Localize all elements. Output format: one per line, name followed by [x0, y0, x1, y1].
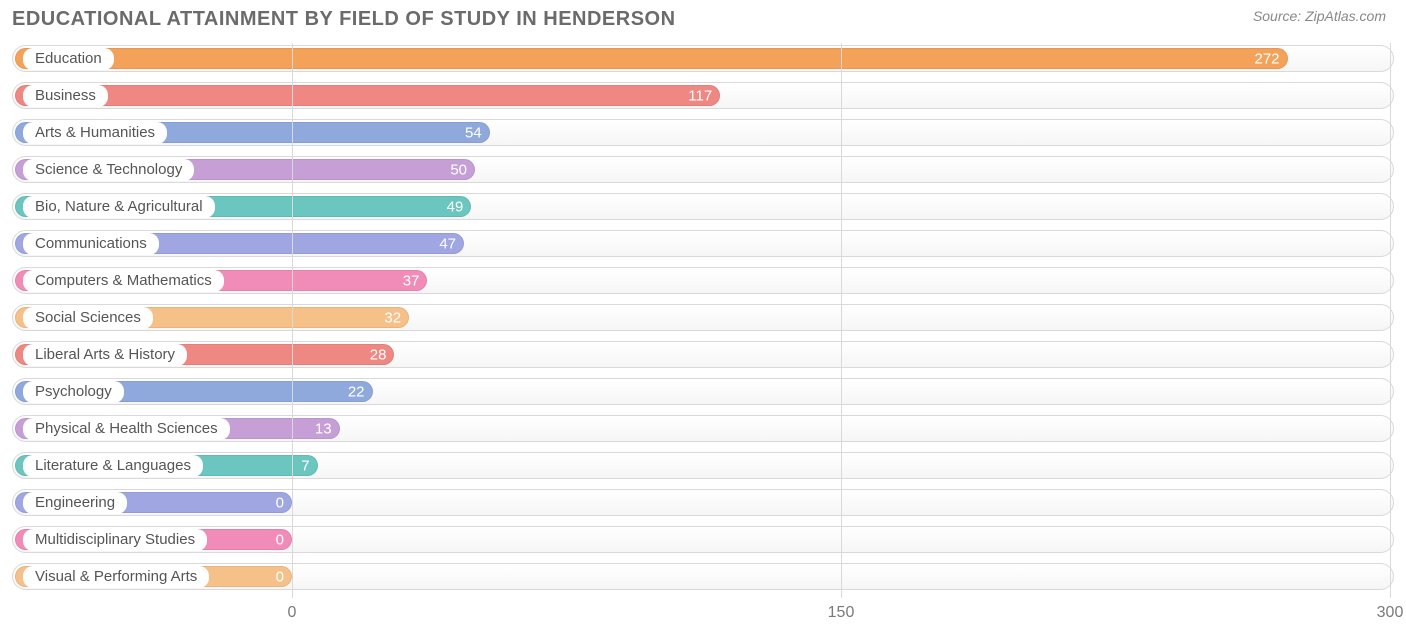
category-label: Physical & Health Sciences: [23, 418, 230, 440]
bars-container: Education 272 Business 117 Arts & Humanities…: [12, 43, 1394, 592]
bar-row: Bio, Nature & Agricultural 49: [12, 191, 1394, 222]
bar-fill: [15, 85, 720, 106]
chart-source: Source: ZipAtlas.com: [1253, 8, 1386, 24]
x-tick: 150: [828, 604, 855, 622]
bar-value: 49: [447, 198, 464, 215]
bar-row: Visual & Performing Arts 0: [12, 561, 1394, 592]
bar-row: Social Sciences 32: [12, 302, 1394, 333]
x-tick: 300: [1377, 604, 1404, 622]
category-label: Multidisciplinary Studies: [23, 529, 207, 551]
category-label: Business: [23, 85, 108, 107]
gridline: [292, 43, 293, 598]
bar-value: 22: [348, 383, 365, 400]
bar-row: Communications 47: [12, 228, 1394, 259]
chart-area: Education 272 Business 117 Arts & Humanities…: [12, 43, 1394, 598]
bar-value: 0: [276, 568, 284, 585]
gridline: [841, 43, 842, 598]
bar-value: 0: [276, 531, 284, 548]
bar-row: Literature & Languages 7: [12, 450, 1394, 481]
bar-value: 13: [315, 420, 332, 437]
category-label: Education: [23, 48, 114, 70]
bar-value: 37: [403, 272, 420, 289]
bar-row: Liberal Arts & History 28: [12, 339, 1394, 370]
category-label: Visual & Performing Arts: [23, 566, 209, 588]
gridline: [1390, 43, 1391, 598]
bar-row: Computers & Mathematics 37: [12, 265, 1394, 296]
category-label: Social Sciences: [23, 307, 153, 329]
bar-value: 47: [439, 235, 456, 252]
x-axis: 0150300: [12, 604, 1394, 632]
bar-value: 28: [370, 346, 387, 363]
category-label: Science & Technology: [23, 159, 194, 181]
chart-title: EDUCATIONAL ATTAINMENT BY FIELD OF STUDY…: [12, 8, 676, 31]
bar-row: Engineering 0: [12, 487, 1394, 518]
category-label: Computers & Mathematics: [23, 270, 224, 292]
bar-row: Science & Technology 50: [12, 154, 1394, 185]
bar-value: 54: [465, 124, 482, 141]
category-label: Bio, Nature & Agricultural: [23, 196, 215, 218]
bar-value: 32: [384, 309, 401, 326]
category-label: Engineering: [23, 492, 127, 514]
bar-row: Education 272: [12, 43, 1394, 74]
category-label: Communications: [23, 233, 159, 255]
bar-value: 7: [301, 457, 309, 474]
category-label: Arts & Humanities: [23, 122, 167, 144]
bar-row: Business 117: [12, 80, 1394, 111]
bar-value: 50: [450, 161, 467, 178]
chart-header: EDUCATIONAL ATTAINMENT BY FIELD OF STUDY…: [0, 0, 1406, 35]
category-label: Liberal Arts & History: [23, 344, 187, 366]
bar-row: Multidisciplinary Studies 0: [12, 524, 1394, 555]
category-label: Literature & Languages: [23, 455, 203, 477]
bar-fill: [15, 48, 1288, 69]
bar-row: Physical & Health Sciences 13: [12, 413, 1394, 444]
x-tick: 0: [288, 604, 297, 622]
category-label: Psychology: [23, 381, 124, 403]
bar-row: Arts & Humanities 54: [12, 117, 1394, 148]
plot-region: Education 272 Business 117 Arts & Humanities…: [12, 43, 1394, 598]
bar-value: 117: [688, 87, 712, 104]
bar-value: 0: [276, 494, 284, 511]
bar-row: Psychology 22: [12, 376, 1394, 407]
bar-value: 272: [1254, 50, 1279, 67]
